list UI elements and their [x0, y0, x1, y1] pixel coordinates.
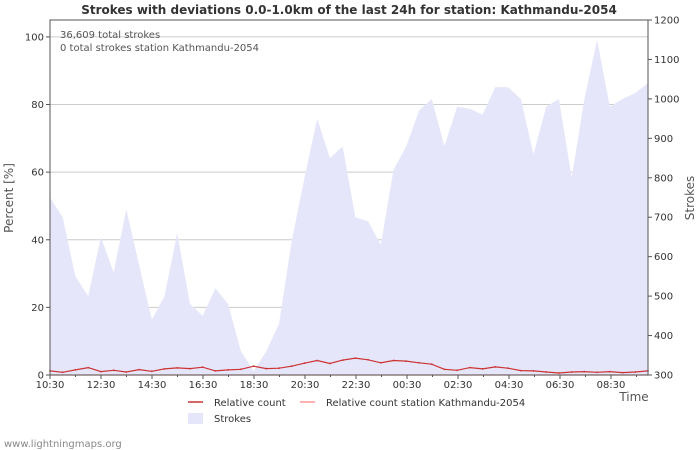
relative-count-point — [469, 366, 471, 369]
right-tick-label: 700 — [654, 213, 673, 224]
x-tick-label: 22:30 — [342, 380, 371, 391]
left-tick-label: 100 — [25, 32, 44, 43]
relative-count-point — [418, 361, 420, 364]
left-tick-label: 80 — [31, 100, 44, 111]
relative-count-point — [303, 362, 306, 365]
info-total-strokes: 36,609 total strokes — [60, 30, 160, 41]
relative-count-point — [252, 365, 255, 368]
relative-count-point — [558, 372, 560, 374]
left-tick-label: 0 — [38, 371, 44, 382]
relative-count-point — [163, 368, 166, 370]
x-tick-label: 06:30 — [546, 380, 575, 391]
relative-count-point — [443, 368, 446, 371]
relative-count-point — [316, 359, 319, 362]
relative-count-point — [278, 367, 280, 370]
relative-count-point — [189, 367, 191, 370]
right-tick-label: 1100 — [654, 55, 679, 66]
right-tick-label: 600 — [654, 252, 673, 263]
right-tick-label: 900 — [654, 134, 673, 145]
relative-count-point — [532, 370, 535, 372]
relative-count-point — [112, 369, 115, 372]
x-tick-label: 10:30 — [36, 380, 65, 391]
series-layer — [49, 39, 649, 376]
relative-count-point — [290, 365, 293, 368]
relative-count-point — [227, 369, 230, 371]
relative-count-point — [481, 368, 484, 370]
x-axis-label: Time — [618, 390, 648, 404]
x-tick-label: 12:30 — [87, 380, 116, 391]
relative-count-point — [87, 366, 90, 369]
left-tick-label: 20 — [31, 303, 44, 314]
legend-relative-label: Relative count — [214, 398, 286, 409]
relative-count-point — [214, 370, 217, 372]
legend-strokes-label: Strokes — [214, 414, 251, 425]
relative-count-point — [329, 362, 331, 365]
relative-count-point — [61, 371, 64, 374]
legend-station-label: Relative count station Kathmandu-2054 — [326, 398, 525, 409]
right-tick-label: 300 — [654, 371, 673, 382]
relative-count-point — [608, 370, 611, 373]
x-tick-label: 08:30 — [597, 380, 626, 391]
right-axis: 300 400 500 600 700 800 900 1000 1100 1200 — [648, 16, 679, 382]
relative-count-point — [201, 366, 204, 369]
relative-count-point — [100, 370, 102, 373]
relative-count-point — [570, 371, 573, 373]
relative-count-point — [392, 359, 395, 362]
relative-count-point — [125, 371, 128, 373]
relative-count-line — [49, 357, 649, 374]
x-tick-label: 20:30 — [291, 380, 320, 391]
left-axis: 0 20 40 60 80 100 — [25, 32, 50, 382]
relative-count-point — [150, 370, 153, 373]
relative-count-point — [74, 369, 77, 371]
right-tick-label: 800 — [654, 173, 673, 184]
legend: Relative count Relative count station Ka… — [188, 398, 525, 425]
plot-frame — [49, 19, 649, 376]
relative-count-point — [621, 371, 624, 374]
x-tick-label: 04:30 — [495, 380, 524, 391]
strokes-area — [50, 39, 648, 375]
x-tick-label: 14:30 — [138, 380, 167, 391]
relative-count-point — [176, 367, 179, 369]
y-axis-right-label: Strokes — [683, 176, 697, 221]
legend-strokes-swatch — [188, 413, 203, 424]
relative-count-point — [507, 367, 509, 370]
relative-count-point — [354, 357, 357, 359]
relative-count-point — [341, 359, 344, 361]
relative-count-point — [379, 361, 382, 364]
relative-count-point — [596, 371, 598, 374]
relative-count-point — [456, 369, 458, 372]
relative-count-point — [430, 363, 433, 366]
relative-count-point — [494, 366, 497, 368]
x-tick-label: 00:30 — [393, 380, 422, 391]
relative-count-point — [240, 368, 242, 371]
x-axis: 10:30 12:30 14:30 16:30 18:30 20:30 22:30 00:30… — [36, 375, 637, 391]
info-station-strokes: 0 total strokes station Kathmandu-2054 — [60, 43, 259, 54]
relative-count-point — [265, 367, 268, 370]
relative-count-point — [367, 358, 369, 361]
relative-count-point — [634, 371, 637, 373]
x-tick-label: 02:30 — [444, 380, 473, 391]
chart-title: Strokes with deviations 0.0-1.0km of the… — [81, 3, 617, 17]
footer-url: www.lightningmaps.org — [4, 439, 122, 450]
y-axis-left-label: Percent [%] — [2, 163, 16, 233]
x-tick-label: 18:30 — [240, 380, 269, 391]
right-tick-label: 1000 — [654, 94, 679, 105]
relative-count-point — [583, 370, 586, 373]
right-tick-label: 400 — [654, 331, 673, 342]
relative-count-point — [519, 369, 522, 372]
relative-count-point — [545, 371, 548, 373]
right-tick-label: 1200 — [654, 16, 679, 27]
relative-count-point — [405, 360, 408, 362]
left-tick-label: 60 — [31, 168, 44, 179]
right-tick-label: 500 — [654, 292, 673, 303]
relative-count-point — [138, 368, 141, 371]
x-tick-label: 16:30 — [189, 380, 218, 391]
left-tick-label: 40 — [31, 235, 44, 246]
